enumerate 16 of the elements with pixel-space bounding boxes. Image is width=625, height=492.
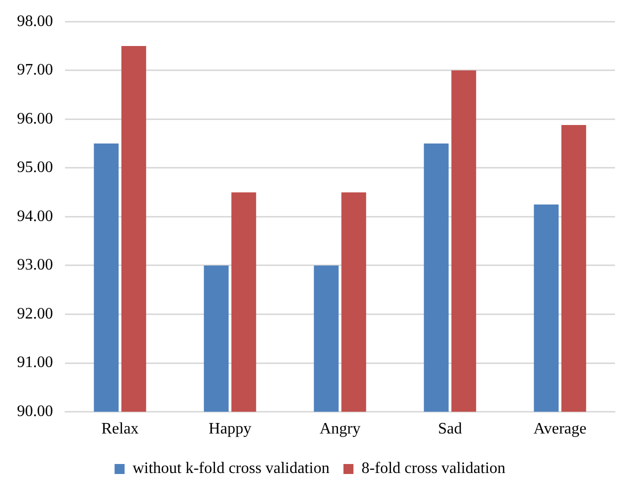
x-tick-label: Average — [534, 420, 586, 438]
y-tick-label: 95.00 — [17, 159, 53, 176]
y-tick-label: 96.00 — [17, 110, 53, 128]
y-tick-label: 97.00 — [17, 62, 53, 79]
x-tick-label: Relax — [101, 420, 139, 438]
y-tick-label: 94.00 — [17, 208, 53, 225]
x-tick-label: Sad — [438, 420, 462, 438]
legend-label: 8-fold cross validation — [361, 460, 506, 478]
y-tick-label: 90.00 — [17, 403, 53, 420]
y-tick-label: 93.00 — [17, 256, 53, 274]
x-tick-label: Happy — [208, 420, 252, 438]
y-tick-label: 91.00 — [17, 354, 53, 372]
y-tick-label: 92.00 — [17, 305, 53, 322]
x-tick-label: Angry — [320, 420, 360, 438]
y-tick-label: 98.00 — [17, 12, 53, 30]
legend-label: without k-fold cross validation — [132, 460, 330, 478]
